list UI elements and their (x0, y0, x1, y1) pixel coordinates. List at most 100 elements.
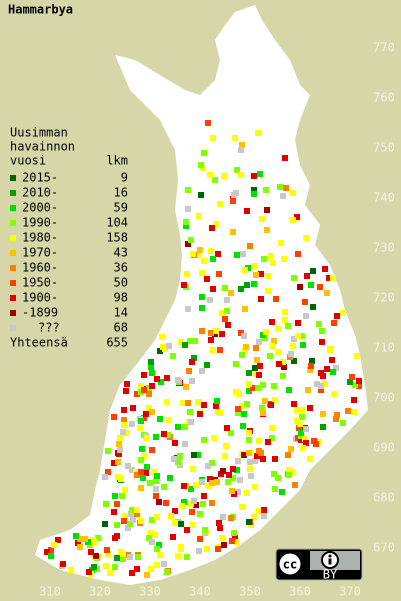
observation-square (138, 383, 144, 389)
observation-square (291, 275, 297, 281)
observation-square (149, 370, 155, 376)
observation-square (112, 564, 118, 570)
y-axis-label: 760 (373, 91, 395, 105)
observation-square (286, 387, 292, 393)
observation-square (120, 556, 126, 562)
observation-square (115, 474, 121, 480)
observation-square (215, 409, 221, 415)
observation-square (192, 338, 198, 344)
observation-square (222, 285, 228, 291)
observation-square (210, 256, 216, 262)
observation-square (224, 308, 230, 314)
observation-square (129, 507, 135, 513)
observation-square (277, 184, 283, 190)
observation-square (175, 377, 181, 383)
observation-square (153, 478, 159, 484)
observation-square (251, 191, 257, 197)
observation-square (305, 387, 311, 393)
y-axis-label: 730 (373, 241, 395, 255)
observation-square (167, 475, 173, 481)
observation-square (254, 453, 260, 459)
observation-square (326, 275, 332, 281)
observation-square (347, 379, 353, 385)
y-axis-label: 740 (373, 191, 395, 205)
observation-square (276, 361, 282, 367)
observation-square (282, 155, 288, 161)
observation-square (275, 349, 281, 355)
observation-square (308, 363, 314, 369)
observation-square (322, 381, 328, 387)
observation-square (159, 334, 165, 340)
observation-square (183, 219, 189, 225)
observation-square (222, 453, 228, 459)
observation-square (144, 464, 150, 470)
y-axis-label: 750 (373, 141, 395, 155)
title: Hammarbya (8, 3, 73, 17)
observation-square (271, 471, 277, 477)
observation-square (86, 569, 92, 575)
observation-square (222, 316, 228, 322)
observation-square (290, 217, 296, 223)
observation-square (262, 398, 268, 404)
observation-square (123, 388, 129, 394)
observation-square (210, 286, 216, 292)
observation-square (246, 437, 252, 443)
legend-count: 98 (114, 291, 128, 305)
observation-square (156, 499, 162, 505)
observation-square (134, 472, 140, 478)
observation-square (352, 382, 358, 388)
legend-label: 1980- (22, 231, 58, 245)
observation-square (117, 435, 123, 441)
observation-square (186, 368, 192, 374)
observation-square (172, 508, 178, 514)
observation-square (197, 536, 203, 542)
observation-square (185, 241, 191, 247)
observation-square (320, 411, 326, 417)
observation-square (244, 282, 250, 288)
observation-square (252, 484, 258, 490)
observation-square (233, 539, 239, 545)
observation-square (239, 142, 245, 148)
legend-count: 104 (106, 216, 128, 230)
observation-square (168, 513, 174, 519)
observation-square (230, 475, 236, 481)
observation-square (185, 400, 191, 406)
observation-square (247, 459, 253, 465)
y-axis-label: 770 (373, 41, 395, 55)
observation-square (255, 385, 261, 391)
observation-square (244, 490, 250, 496)
observation-square (356, 378, 362, 384)
observation-square (297, 284, 303, 290)
observation-square (191, 498, 197, 504)
observation-square (129, 570, 135, 576)
observation-square (190, 251, 196, 257)
observation-square (226, 472, 232, 478)
observation-square (231, 192, 237, 198)
observation-square (124, 381, 130, 387)
observation-square (268, 402, 274, 408)
observation-square (239, 504, 245, 510)
legend-swatch (10, 325, 16, 331)
observation-square (299, 407, 305, 413)
observation-square (196, 548, 202, 554)
observation-square (193, 482, 199, 488)
observation-square (213, 403, 219, 409)
observation-square (196, 213, 202, 219)
observation-square (224, 297, 230, 303)
legend-count: 9 (121, 171, 128, 185)
observation-square (158, 379, 164, 385)
observation-square (178, 339, 184, 345)
observation-square (265, 288, 271, 294)
observation-square (307, 456, 313, 462)
observation-square (278, 240, 284, 246)
observation-square (260, 382, 266, 388)
observation-square (181, 282, 187, 288)
observation-square (141, 387, 147, 393)
observation-square (146, 535, 152, 541)
observation-square (127, 521, 133, 527)
observation-square (303, 235, 309, 241)
legend-swatch (10, 250, 16, 256)
observation-square (294, 407, 300, 413)
observation-square (322, 266, 328, 272)
legend-label: -1899 (22, 306, 58, 320)
